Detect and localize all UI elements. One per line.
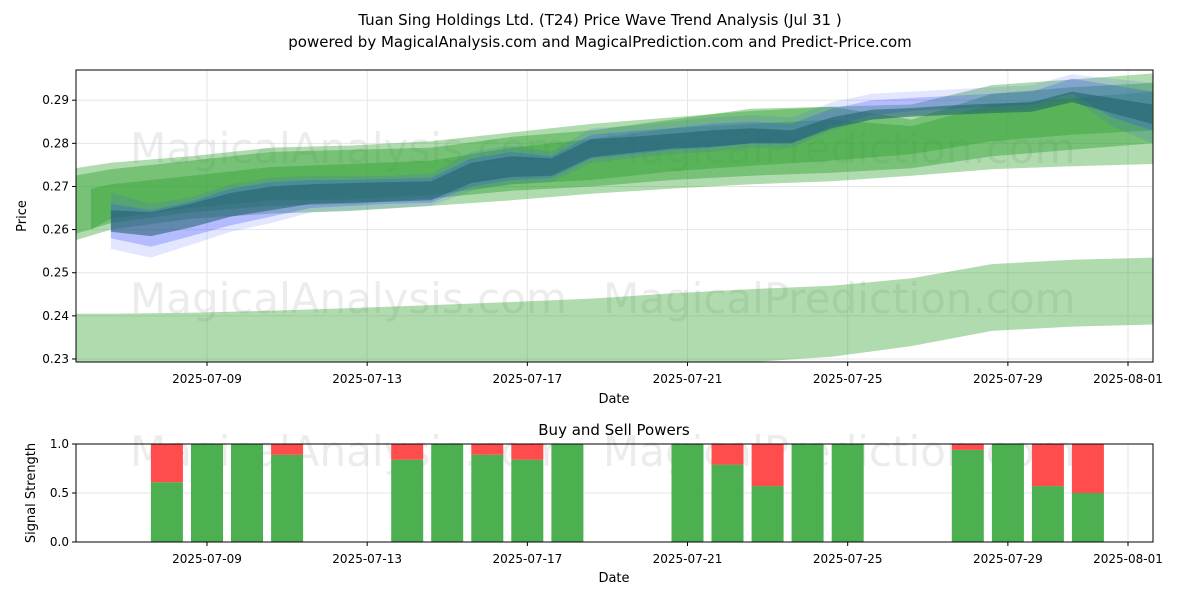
signal-x-axis: 2025-07-09 2025-07-13 2025-07-17 2025-07-21… [172,542,1163,566]
buy-bar [951,449,984,542]
buy-bar [831,444,864,542]
signal-y-label: Signal Strength [24,443,39,543]
price-y-tick-label: 0.24 [42,309,69,323]
wave-area [110,74,1152,258]
signal-x-tick-label: 2025-07-25 [813,552,883,566]
signal-title: Buy and Sell Powers [538,421,690,439]
sell-bar [271,444,304,455]
sell-bar [751,444,784,487]
signal-y-tick-label: 0.5 [50,486,69,500]
price-x-label: Date [598,392,629,407]
buy-bar [1071,493,1104,542]
price-x-tick-label: 2025-07-25 [813,372,883,386]
signal-x-tick-label: 2025-07-13 [332,552,402,566]
sell-bar [951,444,984,450]
buy-bar [231,444,263,542]
signal-x-tick-label: 2025-07-17 [492,552,562,566]
band-area [76,257,1153,362]
sell-bar [150,444,183,483]
buy-bar [551,444,584,542]
signal-y-axis: 0.0 0.5 1.0 [50,437,76,549]
price-y-label: Price [15,200,30,232]
signal-x-label: Date [598,571,629,586]
price-y-tick-label: 0.29 [42,93,69,107]
buy-bar [431,444,464,542]
sell-bar [1071,444,1104,493]
signal-x-tick-label: 2025-07-29 [973,552,1043,566]
signal-x-tick-label: 2025-08-01 [1093,552,1163,566]
price-x-tick-label: 2025-07-17 [492,372,562,386]
signal-bars [150,444,1104,542]
signal-chart: Buy and Sell Powers MagicalAnalysis.com … [24,421,1163,586]
price-watermarks: MagicalAnalysis.com MagicalPrediction.co… [130,124,1076,323]
buy-bar [751,486,784,542]
watermark-text: MagicalPrediction.com [603,274,1076,323]
price-x-tick-label: 2025-07-09 [172,372,242,386]
chart-title: Tuan Sing Holdings Ltd. (T24) Price Wave… [357,11,841,29]
buy-bar [191,444,223,542]
sell-bar [711,444,744,465]
signal-x-tick-label: 2025-07-09 [172,552,242,566]
price-x-tick-label: 2025-07-29 [973,372,1043,386]
price-x-tick-label: 2025-07-13 [332,372,402,386]
sell-bar [511,444,544,460]
price-y-tick-label: 0.28 [42,136,69,150]
price-chart: MagicalAnalysis.com MagicalPrediction.co… [15,69,1163,407]
buy-bar [671,444,704,542]
price-x-tick-label: 2025-08-01 [1093,372,1163,386]
price-plot-frame [75,69,1154,363]
signal-y-tick-label: 0.0 [50,535,69,549]
wave-area [110,91,1152,237]
buy-bar [511,459,544,542]
watermark-text: MagicalPrediction.com [603,124,1076,173]
buy-bar [391,459,424,542]
price-y-tick-label: 0.25 [42,266,69,280]
buy-bar [271,454,304,542]
price-x-tick-label: 2025-07-21 [653,372,723,386]
buy-bar [150,482,183,542]
buy-bar [991,444,1024,542]
signal-x-tick-label: 2025-07-21 [653,552,723,566]
price-y-tick-label: 0.27 [42,179,69,193]
signal-y-tick-label: 1.0 [50,437,69,451]
buy-bar [471,454,504,542]
price-x-axis: 2025-07-09 2025-07-13 2025-07-17 2025-07-21… [172,362,1163,386]
price-y-tick-label: 0.23 [42,352,69,366]
chart-subtitle: powered by MagicalAnalysis.com and Magic… [288,33,912,51]
price-bands [76,73,1153,362]
buy-bar [711,464,744,542]
wave-area [110,78,1152,247]
sell-bar [471,444,504,455]
buy-bar [1031,486,1064,542]
sell-bar [391,444,424,460]
buy-bar [791,444,824,542]
price-y-axis: 0.23 0.24 0.25 0.26 0.27 0.28 0.29 [42,93,76,366]
watermark-text: MagicalAnalysis.com [130,274,567,323]
sell-bar [1031,444,1064,487]
price-y-tick-label: 0.26 [42,223,69,237]
